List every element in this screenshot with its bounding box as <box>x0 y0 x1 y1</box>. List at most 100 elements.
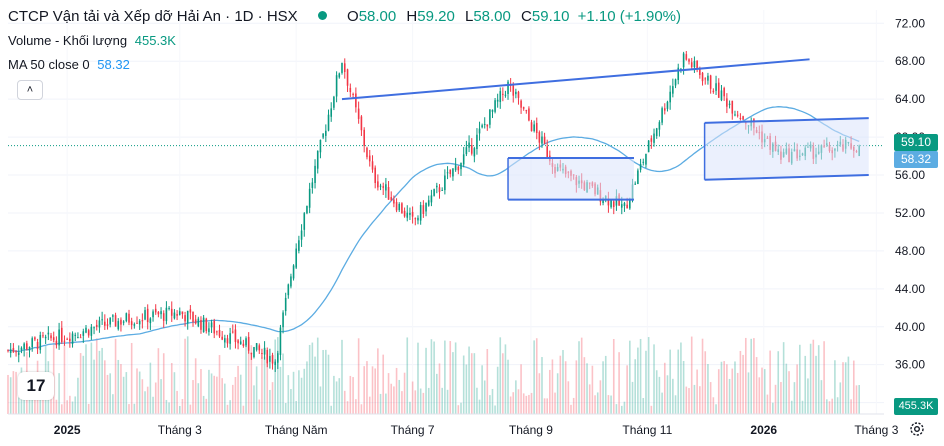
volume-bar <box>580 337 583 414</box>
candle-body <box>663 108 666 111</box>
candle-body <box>7 350 9 352</box>
candle-body <box>465 147 468 155</box>
candle-body <box>112 315 114 317</box>
volume-bar <box>677 349 680 414</box>
candle-body <box>136 322 138 324</box>
candle-body <box>231 331 234 333</box>
last-price-tag: 59.10 <box>894 134 938 151</box>
volume-bar <box>216 376 218 414</box>
candle-body <box>436 185 438 188</box>
volume-bar <box>731 368 734 414</box>
collapse-legend-button[interactable]: ˄ <box>17 80 43 100</box>
volume-bar <box>739 350 742 414</box>
volume-bar <box>173 372 176 414</box>
volume-bar <box>457 405 460 414</box>
volume-bar <box>693 384 696 414</box>
volume-bar <box>634 359 637 414</box>
volume-bar <box>194 358 197 414</box>
candle-body <box>109 317 111 325</box>
tradingview-logo[interactable]: 17 <box>18 372 54 400</box>
candle-body <box>152 311 154 318</box>
volume-bar <box>165 399 168 414</box>
candle-body <box>333 96 335 108</box>
volume-bar <box>130 342 133 414</box>
volume-legend[interactable]: Volume - Khối lượng 455.3K <box>8 33 176 48</box>
volume-bar <box>308 344 311 414</box>
candle-body <box>460 162 462 170</box>
volume-bar <box>157 348 160 414</box>
candle-body <box>610 199 612 208</box>
volume-bar <box>178 405 181 414</box>
price-tick-label: 40.00 <box>895 320 925 334</box>
candle-body <box>742 116 744 120</box>
volume-bar <box>122 376 125 414</box>
volume-bar <box>128 404 130 414</box>
candle-body <box>23 343 25 349</box>
volume-bar <box>653 344 655 414</box>
volume-bar <box>709 382 712 414</box>
volume-bar <box>55 399 58 414</box>
volume-bar <box>468 346 470 414</box>
ma-legend-label: MA 50 close 0 <box>8 57 90 72</box>
volume-bar <box>109 373 111 414</box>
candle-body <box>520 100 522 108</box>
close-value: 59.10 <box>531 8 570 25</box>
candle-body <box>352 93 354 96</box>
volume-bar <box>338 378 341 414</box>
volume-bar <box>512 392 515 414</box>
candle-body <box>433 189 435 196</box>
volume-bar <box>311 342 314 414</box>
volume-bar <box>826 399 828 414</box>
candle-body <box>292 265 295 279</box>
ma-legend[interactable]: MA 50 close 0 58.32 <box>8 57 130 72</box>
volume-bar <box>858 385 860 414</box>
volume-bar <box>535 338 538 414</box>
volume-bar <box>279 366 282 414</box>
volume-bar <box>655 370 658 414</box>
candle-body <box>693 60 696 68</box>
symbol-title[interactable]: CTCP Vận tải và Xếp dỡ Hải An · 1D · HSX <box>8 8 298 25</box>
volume-bar <box>701 338 704 414</box>
volume-bar <box>322 350 324 414</box>
volume-bar <box>266 352 269 414</box>
volume-bar <box>486 349 489 414</box>
candle-body <box>20 347 23 350</box>
volume-bar <box>441 387 443 414</box>
low-label: L <box>464 8 474 25</box>
settings-gear-icon[interactable] <box>908 420 926 438</box>
candle-body <box>444 175 446 191</box>
volume-bar <box>341 339 343 414</box>
ma-legend-value: 58.32 <box>97 57 130 72</box>
volume-bar <box>852 360 855 414</box>
volume-bar <box>395 367 398 414</box>
candle-body <box>173 312 176 319</box>
candle-body <box>208 328 210 333</box>
volume-bar <box>306 361 308 414</box>
candle-body <box>731 100 734 114</box>
candle-body <box>401 203 403 214</box>
candle-body <box>125 313 128 322</box>
volume-bar <box>360 404 363 414</box>
open-value: 58.00 <box>358 8 397 25</box>
candle-body <box>682 53 685 68</box>
candle-body <box>468 142 470 148</box>
candle-body <box>210 322 213 328</box>
candle-body <box>530 122 533 132</box>
candle-body <box>300 230 303 240</box>
candle-body <box>197 318 200 327</box>
volume-bar <box>690 336 693 414</box>
volume-bar <box>192 380 194 414</box>
candle-body <box>263 347 266 355</box>
volume-bar <box>623 401 626 414</box>
candle-body <box>77 337 79 339</box>
volume-bar <box>528 394 530 414</box>
volume-bar <box>237 365 239 414</box>
volume-bar <box>583 357 586 414</box>
volume-bar <box>766 394 769 414</box>
volume-bar <box>98 350 101 414</box>
volume-bar <box>551 359 554 414</box>
candle-body <box>319 139 322 153</box>
candle-body <box>441 189 443 191</box>
volume-bar <box>269 389 271 414</box>
